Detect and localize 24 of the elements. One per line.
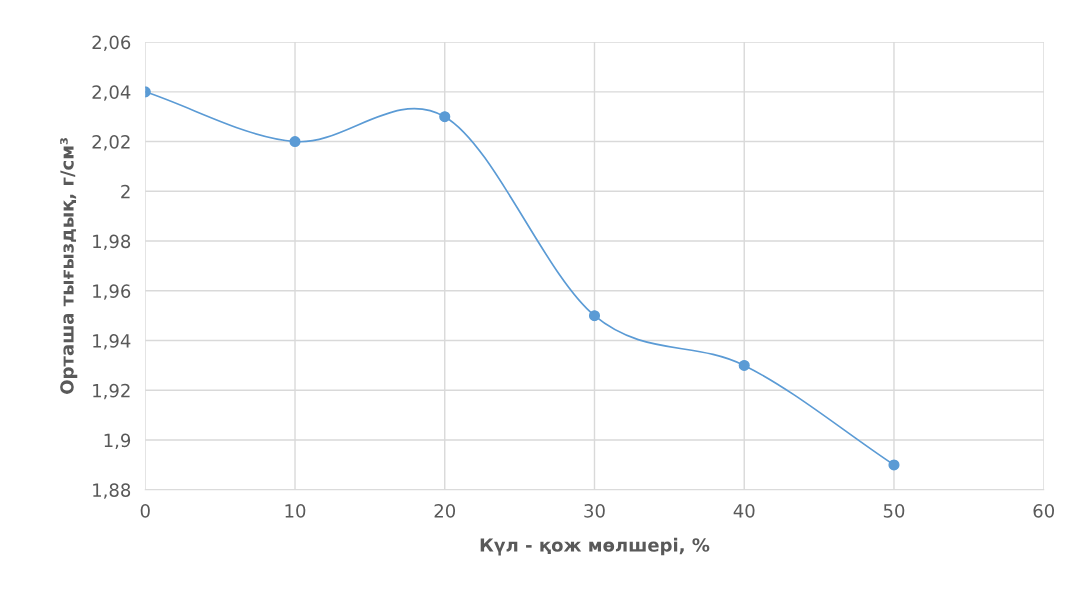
x-tick-label: 60 bbox=[1033, 504, 1055, 518]
y-tick-label: 1,9 bbox=[104, 433, 131, 450]
y-tick-label: 1,94 bbox=[93, 334, 131, 350]
x-axis-title: Күл - қож мөлшері, % bbox=[480, 537, 710, 556]
x-tick-label: 20 bbox=[434, 504, 456, 518]
y-tick-label: 2,06 bbox=[92, 35, 131, 52]
x-tick-label: 0 bbox=[140, 504, 150, 518]
x-tick-label: 40 bbox=[733, 504, 755, 518]
x-tick-label: 50 bbox=[883, 504, 905, 518]
y-axis-title: Орташа тығыздық, г/см³ bbox=[60, 138, 78, 394]
y-tick-label: 1,92 bbox=[93, 383, 130, 400]
point bbox=[738, 359, 750, 371]
point bbox=[888, 459, 900, 471]
y-tick-label: 1,98 bbox=[93, 234, 131, 251]
y-tick-label: 2,04 bbox=[92, 85, 131, 101]
point bbox=[439, 111, 451, 123]
point bbox=[289, 136, 301, 148]
y-tick-label: 2 bbox=[121, 184, 130, 199]
y-tick-label: 1,96 bbox=[93, 284, 131, 300]
y-tick-label: 1,88 bbox=[93, 483, 131, 499]
x-tick-label: 30 bbox=[584, 504, 605, 518]
point bbox=[588, 310, 601, 322]
x-tick-label: 10 bbox=[285, 504, 306, 518]
y-tick-label: 2,02 bbox=[92, 135, 130, 151]
